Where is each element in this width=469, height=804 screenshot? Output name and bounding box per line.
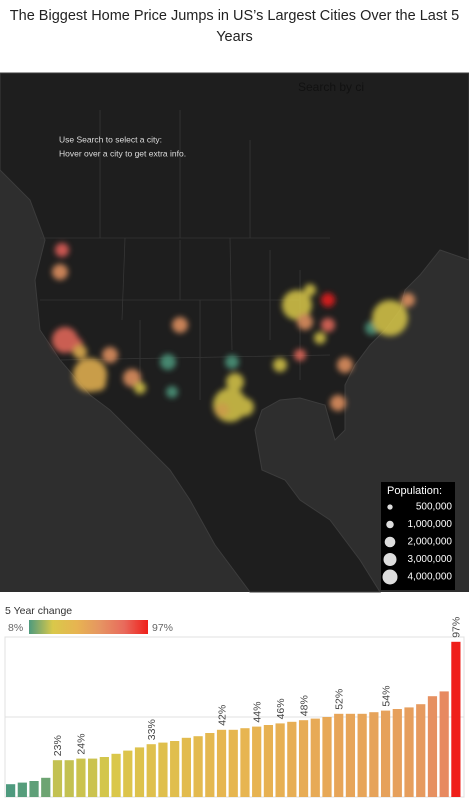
bar [134, 747, 145, 797]
value-label: 44% [251, 702, 263, 723]
value-label: 48% [298, 695, 310, 716]
bar [88, 758, 98, 797]
bar [263, 725, 274, 797]
value-label: 54% [380, 686, 392, 707]
bar [392, 709, 402, 797]
legend-label: 1,000,000 [408, 519, 453, 530]
legend-title: Population: [387, 485, 442, 497]
legend-bubble [387, 504, 393, 510]
bar [380, 710, 391, 797]
value-label: 23% [52, 735, 64, 756]
bar [64, 760, 74, 797]
value-label: 52% [333, 689, 345, 710]
bar [17, 782, 27, 797]
bar [275, 723, 285, 797]
color-legend [29, 620, 148, 634]
borders [40, 110, 331, 400]
legend-min: 8% [8, 622, 23, 634]
bar [345, 713, 356, 797]
bar [41, 777, 51, 797]
bar [369, 712, 379, 797]
legend-title: 5 Year change [5, 605, 72, 617]
bar [170, 741, 180, 797]
map-instruction: Use Search to select a city: [59, 134, 162, 144]
bar [416, 704, 426, 797]
bar [193, 736, 203, 797]
legend-bubble [382, 569, 398, 585]
bar [451, 641, 461, 797]
city-bubbles [52, 243, 415, 422]
value-label: 46% [275, 698, 287, 719]
legend-bubble [386, 520, 394, 529]
bar [158, 742, 168, 797]
bar [252, 726, 262, 797]
bar [6, 784, 16, 797]
legend-max: 97% [152, 622, 173, 634]
bar [52, 760, 63, 797]
bar [111, 753, 121, 797]
bar [287, 721, 297, 797]
legend-label: 500,000 [416, 502, 453, 513]
bar [29, 781, 39, 797]
bar [310, 718, 320, 797]
value-label: 24% [76, 734, 88, 755]
value-label: 33% [146, 719, 158, 740]
dashboard-title: The Biggest Home Price Jumps in US’s Lar… [9, 8, 460, 45]
search-box[interactable]: Search by ci [298, 80, 364, 94]
bar [216, 729, 227, 797]
bar [322, 717, 332, 797]
bar [427, 696, 438, 797]
bar [205, 733, 215, 797]
bar [99, 757, 109, 797]
bar [228, 729, 238, 797]
legend-label: 2,000,000 [408, 537, 453, 548]
bar [146, 744, 156, 797]
legend-bubble [384, 536, 396, 548]
legend-label: 3,000,000 [408, 554, 453, 565]
bar [334, 713, 344, 797]
bar [240, 728, 250, 797]
bar [76, 758, 86, 797]
bar [181, 737, 191, 797]
bar [298, 720, 309, 797]
value-label: 97% [451, 617, 463, 638]
bar [439, 691, 449, 797]
legend-bubble [383, 553, 397, 566]
value-label: 42% [216, 705, 228, 726]
bar [404, 707, 414, 797]
map-instruction: Hover over a city to get extra info. [59, 148, 186, 158]
bar [123, 750, 133, 797]
legend-label: 4,000,000 [408, 572, 453, 583]
bar [357, 713, 367, 797]
